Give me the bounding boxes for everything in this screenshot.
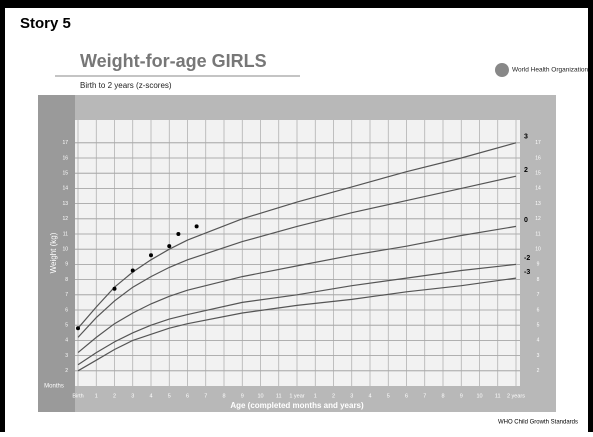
plot-area [75, 120, 520, 386]
y-tick-label-right: 9 [537, 262, 540, 268]
x-tick-label: 9 [460, 393, 463, 399]
y-tick-label: 14 [62, 186, 68, 192]
y-tick-label: 2 [65, 368, 68, 374]
x-tick-label: 8 [222, 393, 225, 399]
y-tick-label: 3 [65, 353, 68, 359]
curve-label: 2 [524, 167, 528, 174]
y-tick-label-right: 13 [535, 201, 541, 207]
measurement-point [167, 244, 172, 249]
y-tick-label-right: 3 [537, 353, 540, 359]
x-tick-label: 11 [276, 393, 282, 399]
x-tick-label: 4 [149, 393, 152, 399]
y-tick-label: 9 [65, 262, 68, 268]
x-tick-label: 5 [387, 393, 390, 399]
y-tick-label-right: 10 [535, 247, 541, 253]
measurement-point [149, 253, 153, 258]
y-tick-label: 4 [65, 338, 68, 344]
frame-left [0, 0, 5, 432]
z-score-curve [77, 277, 517, 372]
y-tick-label: 17 [62, 140, 68, 146]
x-tick-label: 1 [95, 393, 98, 399]
y-tick-label-right: 7 [537, 292, 540, 298]
y-tick-label-right: 5 [537, 323, 540, 329]
y-tick-label-right: 17 [535, 140, 541, 146]
y-tick-label-right: 8 [537, 277, 540, 283]
y-tick-label: 10 [62, 247, 68, 253]
curve-label: 0 [524, 217, 528, 224]
curve-label: 3 [524, 134, 528, 141]
y-tick-label: 13 [62, 201, 68, 207]
y-tick-label-right: 6 [537, 307, 540, 313]
measurement-point [112, 286, 117, 291]
x-tick-label: 2 [332, 393, 335, 399]
curve-label: -2 [524, 255, 530, 262]
x-tick-label: 11 [495, 393, 501, 399]
y-tick-label: 5 [65, 323, 68, 329]
x-tick-label: 6 [405, 393, 408, 399]
footer: WHO Child Growth Standards [498, 420, 578, 426]
x-tick-label: 7 [204, 393, 207, 399]
x-tick-label: 3 [131, 393, 134, 399]
chart-title: Weight-for-age GIRLS [80, 51, 267, 71]
x-tick-label: 10 [476, 393, 482, 399]
x-tick-label: 1 year [289, 393, 304, 399]
x-tick-label: 2 years [507, 393, 525, 399]
z-score-curve [77, 263, 517, 366]
x-unit-label: Months [44, 384, 64, 390]
y-tick-label: 8 [65, 277, 68, 283]
left-band [38, 95, 75, 412]
x-tick-label: 4 [368, 393, 371, 399]
y-tick-label-right: 4 [537, 338, 540, 344]
x-tick-label: 7 [423, 393, 426, 399]
frame-right [588, 0, 593, 432]
who-logo [495, 63, 509, 77]
y-tick-label: 16 [62, 155, 68, 161]
x-tick-label: 3 [350, 393, 353, 399]
x-tick-label: 5 [168, 393, 171, 399]
measurement-point [130, 268, 135, 273]
x-tick-label: 10 [257, 393, 263, 399]
subtitle: Birth to 2 years (z-scores) [80, 81, 172, 90]
measurement-point [194, 224, 199, 229]
x-axis-label: Age (completed months and years) [230, 401, 364, 410]
z-score-curve [77, 225, 517, 354]
y-tick-label-right: 11 [535, 231, 540, 237]
measurement-point [176, 232, 181, 236]
x-tick-label: 8 [441, 393, 444, 399]
y-tick-label: 11 [63, 231, 68, 237]
organization: World Health Organization [512, 67, 588, 74]
curve-label: -3 [524, 269, 530, 276]
y-tick-label-right: 15 [535, 171, 541, 177]
y-tick-label-right: 12 [535, 216, 541, 222]
y-tick-label-right: 14 [535, 186, 541, 192]
y-tick-label: 7 [65, 292, 68, 298]
x-tick-label: Birth [72, 393, 83, 399]
y-tick-label-right: 16 [535, 155, 541, 161]
y-tick-label: 15 [62, 171, 68, 177]
frame-top [0, 0, 593, 8]
heading: Story 5 [20, 15, 71, 32]
y-tick-label-right: 2 [537, 368, 540, 374]
y-axis-label: Weight (kg) [49, 232, 58, 273]
y-tick-label: 12 [62, 216, 68, 222]
z-score-curve [77, 175, 517, 338]
x-tick-label: 1 [314, 393, 317, 399]
x-tick-label: 2 [113, 393, 116, 399]
x-tick-label: 6 [186, 393, 189, 399]
x-tick-label: 9 [241, 393, 244, 399]
measurement-point [76, 326, 80, 331]
y-tick-label: 6 [65, 307, 68, 313]
